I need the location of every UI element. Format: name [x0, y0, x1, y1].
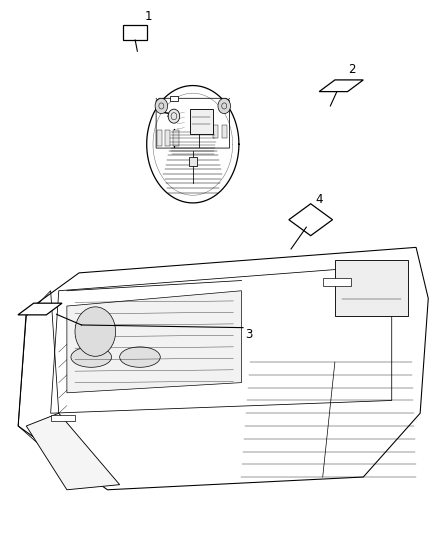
Circle shape	[75, 307, 116, 356]
Bar	[173, 130, 179, 146]
Bar	[170, 96, 178, 101]
Circle shape	[155, 98, 168, 114]
Bar	[51, 415, 75, 421]
Bar	[165, 130, 170, 146]
Bar	[335, 260, 408, 316]
Ellipse shape	[120, 347, 160, 367]
Text: 3: 3	[245, 328, 253, 341]
Polygon shape	[319, 80, 363, 92]
Polygon shape	[289, 204, 332, 236]
Polygon shape	[67, 290, 241, 393]
Circle shape	[168, 109, 180, 123]
Bar	[222, 125, 227, 138]
Polygon shape	[26, 413, 120, 490]
Bar	[157, 130, 162, 146]
Circle shape	[218, 98, 230, 114]
Polygon shape	[18, 303, 62, 315]
Bar	[213, 125, 219, 138]
Text: 4: 4	[315, 193, 322, 206]
Text: 1: 1	[145, 10, 152, 23]
Bar	[123, 25, 147, 40]
Bar	[323, 278, 351, 286]
Bar	[190, 109, 213, 134]
Text: 2: 2	[348, 63, 355, 76]
Ellipse shape	[71, 347, 112, 367]
Polygon shape	[189, 157, 197, 166]
